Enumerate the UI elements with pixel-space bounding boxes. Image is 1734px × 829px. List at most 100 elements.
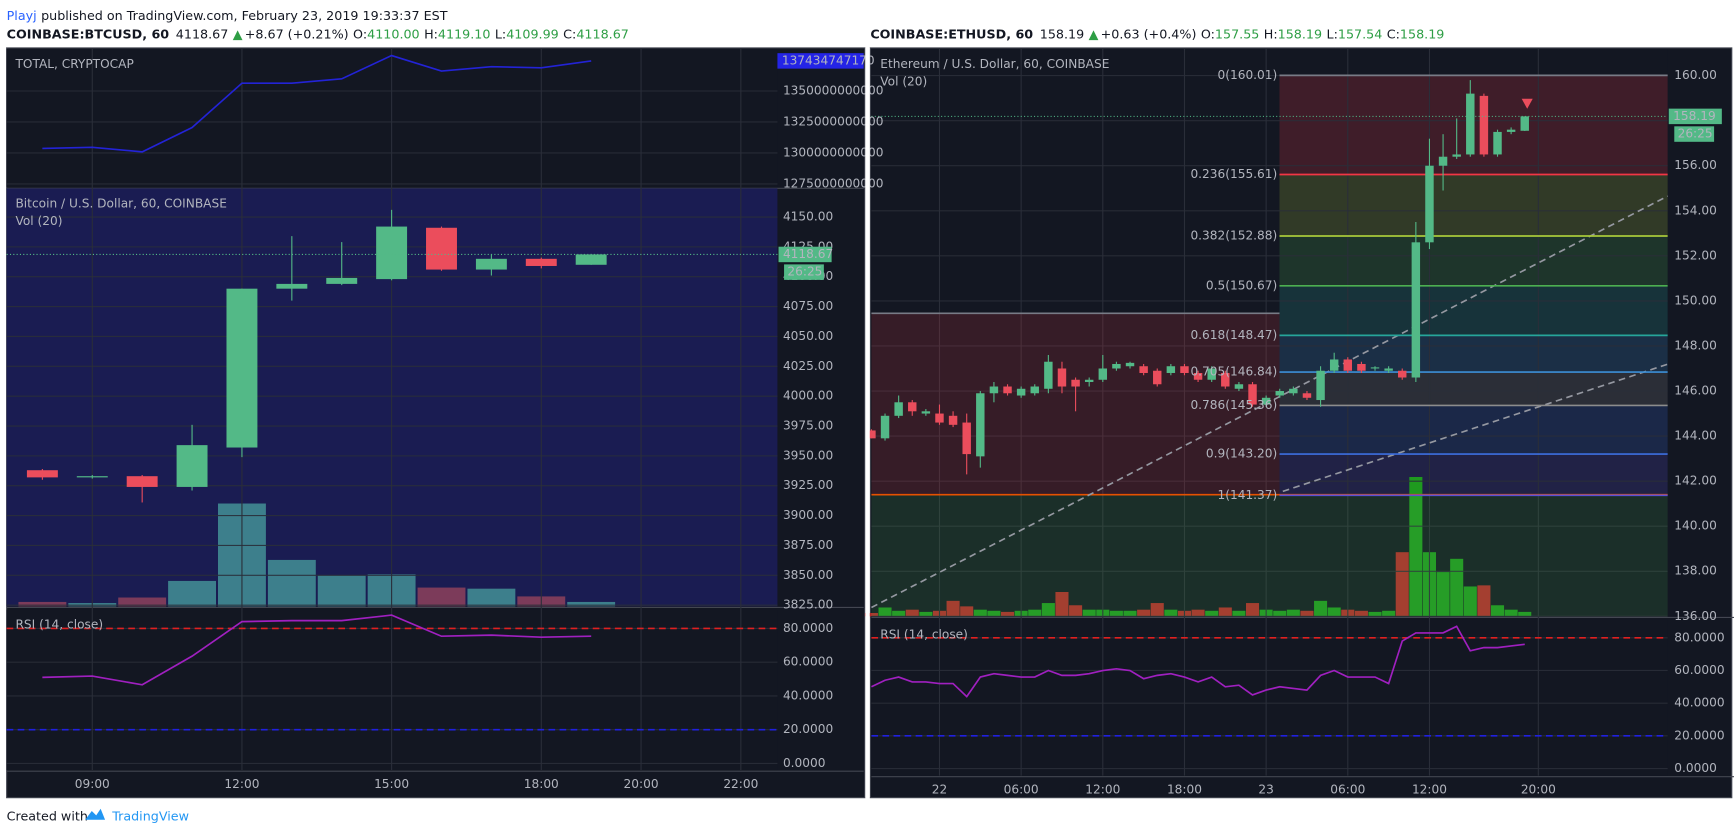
- candle-body: [1398, 370, 1407, 378]
- candle-body: [1071, 379, 1080, 387]
- marks: [6, 54, 1668, 737]
- fib-label: 0.786(145.36): [1190, 398, 1277, 412]
- fib-label: 0.5(150.67): [1206, 278, 1277, 292]
- volume-bar: [1205, 610, 1219, 617]
- header: Playj published on TradingView.com, Febru…: [7, 7, 448, 22]
- volume-bar: [892, 610, 906, 617]
- volume-bar: [1463, 586, 1477, 617]
- candle-body: [1207, 368, 1216, 380]
- candle-body: [1125, 362, 1135, 367]
- candle-body: [1343, 359, 1353, 371]
- legend-symbol: COINBASE:ETHUSD, 60: [870, 26, 1033, 41]
- fib-label: 0(160.01): [1218, 68, 1278, 82]
- volume-bar: [864, 613, 878, 617]
- volume-bar: [987, 610, 1001, 617]
- pane-title: TOTAL, CRYPTOCAP: [14, 57, 133, 71]
- candle-body: [1289, 388, 1298, 394]
- volume-bar: [1191, 609, 1205, 617]
- y-tick-label: 138.00: [1674, 564, 1717, 578]
- volume-bar: [1490, 605, 1505, 617]
- volume-title: Vol (20): [880, 75, 927, 89]
- y-tick-label: 80.0000: [783, 621, 833, 635]
- x-tick-label: 06:00: [1004, 782, 1039, 796]
- candle-body: [935, 413, 944, 423]
- candle-body: [989, 386, 999, 394]
- legend-l-label: L:: [1327, 26, 1338, 41]
- price-tag-label: 158.19: [1673, 109, 1716, 123]
- y-tick-label: 3850.00: [783, 568, 833, 582]
- legend-c-label: C:: [1387, 26, 1400, 41]
- x-tick-label: 22:00: [723, 777, 758, 791]
- y-tick-label: 80.0000: [1674, 630, 1724, 644]
- legend-l: 4109.99: [506, 26, 559, 41]
- y-tick-label: 1325000000000: [783, 114, 884, 128]
- candle-body: [326, 277, 358, 284]
- x-tick-label: 12:00: [1085, 782, 1120, 796]
- volume-bar: [1150, 603, 1164, 617]
- y-tick-label: 4150.00: [783, 210, 833, 224]
- candle-body: [1316, 370, 1325, 401]
- candle-body: [908, 402, 917, 412]
- arrow-marker: [1521, 98, 1533, 109]
- legend-c: 158.19: [1400, 26, 1444, 41]
- x-tick-label: 22: [932, 782, 947, 796]
- y-tick-label: 4050.00: [783, 329, 833, 343]
- candle-body: [276, 283, 308, 289]
- candle-body: [1452, 154, 1461, 157]
- y-tick-label: 146.00: [1674, 384, 1717, 398]
- candle-body: [1193, 372, 1203, 380]
- y-tick-label: 1300000000000: [783, 145, 884, 159]
- y-tick-label: 156.00: [1674, 158, 1717, 172]
- x-tick-label: 06:00: [1330, 782, 1365, 796]
- pane-title: Bitcoin / U.S. Dollar, 60, COINBASE: [15, 196, 226, 210]
- volume-bar: [118, 597, 167, 607]
- legend-h-label: H:: [424, 26, 438, 41]
- legend-line: COINBASE:BTCUSD, 60 4118.67 ▲ +8.67 (+0.21%…: [7, 26, 629, 41]
- candle-body: [1003, 386, 1012, 394]
- volume-bar: [1368, 611, 1382, 617]
- y-tick-label: 20.0000: [1674, 728, 1724, 742]
- y-tick-label: 0.0000: [1674, 761, 1717, 775]
- fib-zone: [1279, 285, 1668, 336]
- y-tick-label: 3925.00: [783, 478, 833, 492]
- y-tick-label: 40.0000: [783, 688, 833, 702]
- price-tag: [777, 53, 864, 69]
- candle-body: [226, 288, 258, 448]
- candle-body: [575, 254, 607, 265]
- fib-label: 0.236(155.61): [1190, 167, 1277, 181]
- candle-body: [1506, 129, 1516, 132]
- volume-bar: [1314, 600, 1328, 617]
- author[interactable]: Playj: [7, 7, 37, 22]
- legend-arrow: ▲: [1089, 26, 1099, 41]
- candle-body: [1044, 361, 1053, 389]
- footer-prefix: Created with: [7, 808, 88, 823]
- x-tick-label: 12:00: [224, 777, 259, 791]
- legend-o-label: O:: [1201, 26, 1215, 41]
- candle-body: [1016, 388, 1026, 396]
- x-tick-label: 15:00: [374, 777, 409, 791]
- volume-bar: [168, 580, 217, 607]
- y-tick-label: 3975.00: [783, 419, 833, 433]
- volume-bar: [1286, 609, 1300, 617]
- volume-bar: [1232, 610, 1246, 617]
- legend-o: 157.55: [1215, 26, 1259, 41]
- volume-bar: [1218, 607, 1232, 617]
- volume-bar: [1028, 609, 1042, 617]
- candle-body: [880, 415, 890, 439]
- fib-label: 0.618(148.47): [1190, 328, 1277, 342]
- candle-body: [1166, 366, 1176, 373]
- footer-brand[interactable]: TradingView: [111, 808, 189, 823]
- volume-bar: [1069, 605, 1083, 617]
- volume-bar: [1137, 609, 1151, 617]
- y-tick-label: 60.0000: [1674, 663, 1724, 677]
- volume-bar: [919, 611, 933, 617]
- volume-bar: [317, 575, 366, 607]
- volume-bar: [1409, 476, 1423, 617]
- candle-body: [1030, 386, 1039, 394]
- y-tick-label: 142.00: [1674, 474, 1717, 488]
- candle-body: [1384, 368, 1393, 371]
- candle-body: [1180, 366, 1189, 373]
- fib-zone: [871, 494, 1668, 617]
- labels: 1275000000000 1300000000000 1325000000000 1…: [7, 26, 1725, 796]
